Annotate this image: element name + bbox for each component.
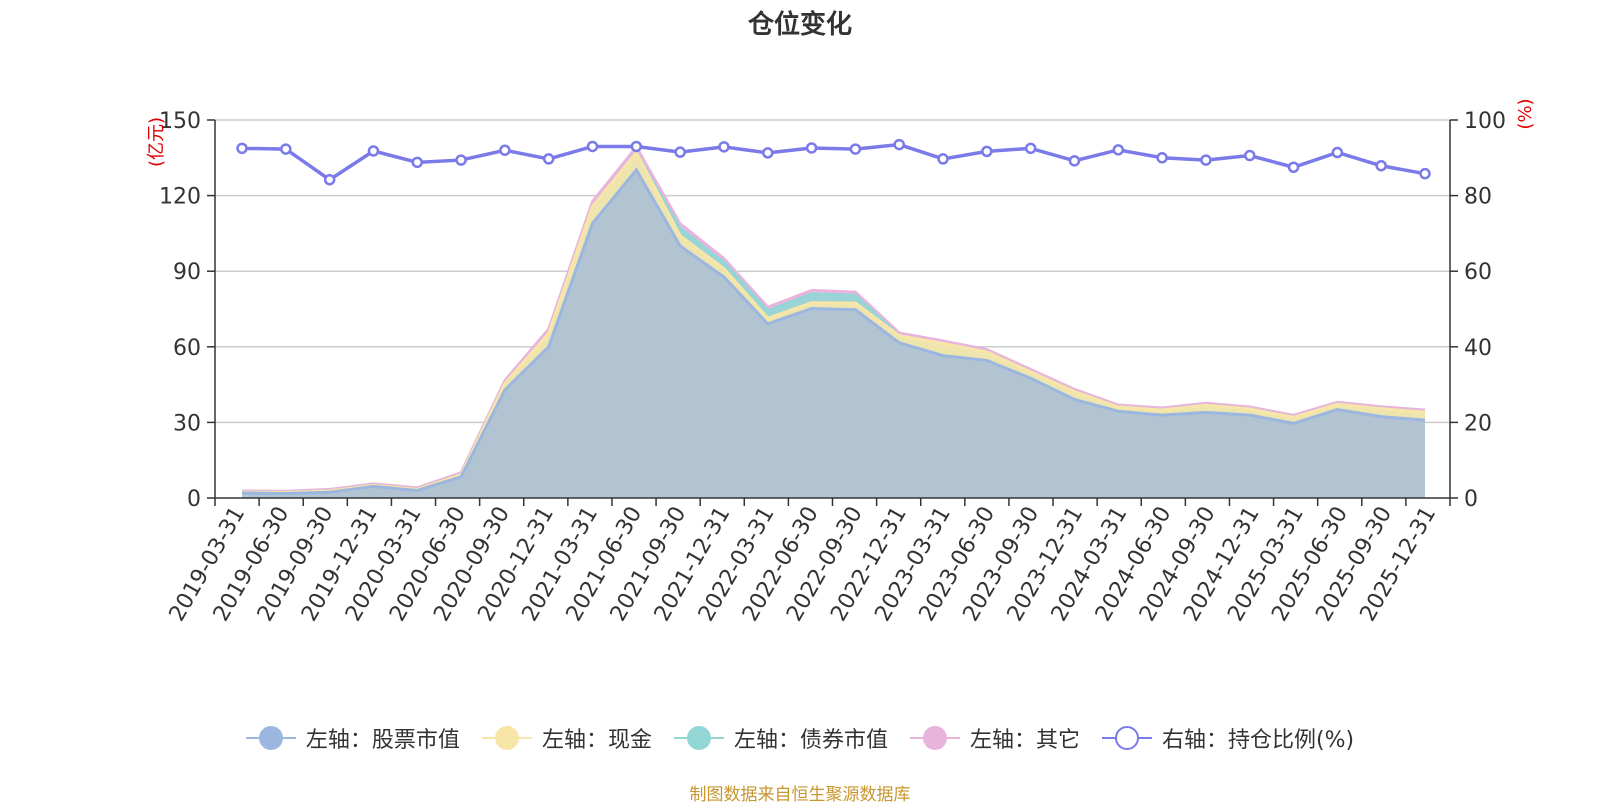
left-axis-tick-label: 0 <box>187 487 201 512</box>
legend-item[interactable]: 左轴：债券市值 <box>673 722 888 754</box>
ratio-point <box>1156 152 1168 164</box>
legend-label: 左轴：股票市值 <box>305 728 460 753</box>
right-axis-tick-label: 0 <box>1464 487 1478 512</box>
ratio-point <box>1375 159 1387 172</box>
legend-marker-icon <box>481 726 532 750</box>
ratio-point <box>674 146 686 158</box>
legend-item[interactable]: 左轴：股票市值 <box>245 722 460 754</box>
left-axis-tick-label: 60 <box>173 336 201 361</box>
left-axis-tick-label: 90 <box>173 260 201 285</box>
left-axis-tick-label: 30 <box>173 411 201 436</box>
ratio-point <box>542 153 555 165</box>
ratio-line <box>236 138 1431 186</box>
legend-marker-icon <box>909 726 960 750</box>
chart-title: 仓位变化 <box>747 10 852 40</box>
area-edge-1 <box>241 167 1426 495</box>
area-edge-4 <box>241 144 1426 493</box>
stacked-areas <box>241 144 1426 498</box>
right-axis-tick-label: 80 <box>1464 185 1492 210</box>
data-source-note: 制图数据来自恒生聚源数据库 <box>689 785 911 805</box>
legend-item[interactable]: 左轴：现金 <box>481 722 652 754</box>
ratio-point <box>1419 167 1431 180</box>
ratio-point <box>455 154 467 166</box>
left-axis-tick-label: 150 <box>159 109 201 134</box>
ratio-point <box>280 143 292 155</box>
ratio-point <box>236 142 248 155</box>
legend-marker-icon <box>673 726 724 750</box>
legend-label: 左轴：现金 <box>541 728 652 753</box>
ratio-point <box>323 173 336 186</box>
ratio-point <box>1243 149 1256 162</box>
ratio-point <box>1331 146 1344 159</box>
ratio-point <box>937 153 949 165</box>
legend-item[interactable]: 右轴：持仓比例(%) <box>1101 722 1355 754</box>
left-axis-unit-label: (亿元) <box>146 117 167 167</box>
right-axis-tick-label: 60 <box>1464 260 1492 285</box>
area-1 <box>242 169 1425 498</box>
ratio-point <box>411 156 424 169</box>
ratio-point <box>1068 155 1081 167</box>
ratio-point <box>762 147 774 159</box>
legend-marker-icon <box>245 726 296 750</box>
ratio-point <box>1024 142 1037 155</box>
legend-label: 左轴：债券市值 <box>733 728 888 753</box>
ratio-line-path <box>241 142 1426 182</box>
right-axis-tick-label: 20 <box>1464 411 1492 436</box>
right-axis-unit-label: (%) <box>1515 98 1536 129</box>
ratio-point <box>367 145 380 157</box>
left-axis-tick-label: 120 <box>159 185 201 210</box>
right-axis-tick-label: 40 <box>1464 336 1492 361</box>
legend-item[interactable]: 左轴：其它 <box>909 722 1080 754</box>
legend-label: 左轴：其它 <box>969 728 1080 753</box>
ratio-point <box>630 140 643 153</box>
legend-label: 右轴：持仓比例(%) <box>1161 728 1355 753</box>
ratio-point <box>1112 144 1125 156</box>
ratio-point <box>499 144 511 156</box>
chart-legend: 左轴：股票市值 左轴：现金 左轴：债券市值 左轴：其它 右轴：持仓比例(%) <box>0 722 1600 754</box>
ratio-point <box>586 140 599 153</box>
right-axis-tick-label: 100 <box>1464 109 1506 134</box>
ratio-point <box>893 138 905 151</box>
legend-marker-icon <box>1101 726 1152 750</box>
ratio-point <box>718 141 730 153</box>
ratio-point <box>849 143 862 155</box>
ratio-point <box>1287 161 1300 173</box>
ratio-point <box>981 145 993 158</box>
ratio-point <box>805 142 818 154</box>
position-change-chart: 03060901201500204060801002019-03-312019-… <box>146 98 1536 625</box>
ratio-point <box>1200 154 1212 166</box>
